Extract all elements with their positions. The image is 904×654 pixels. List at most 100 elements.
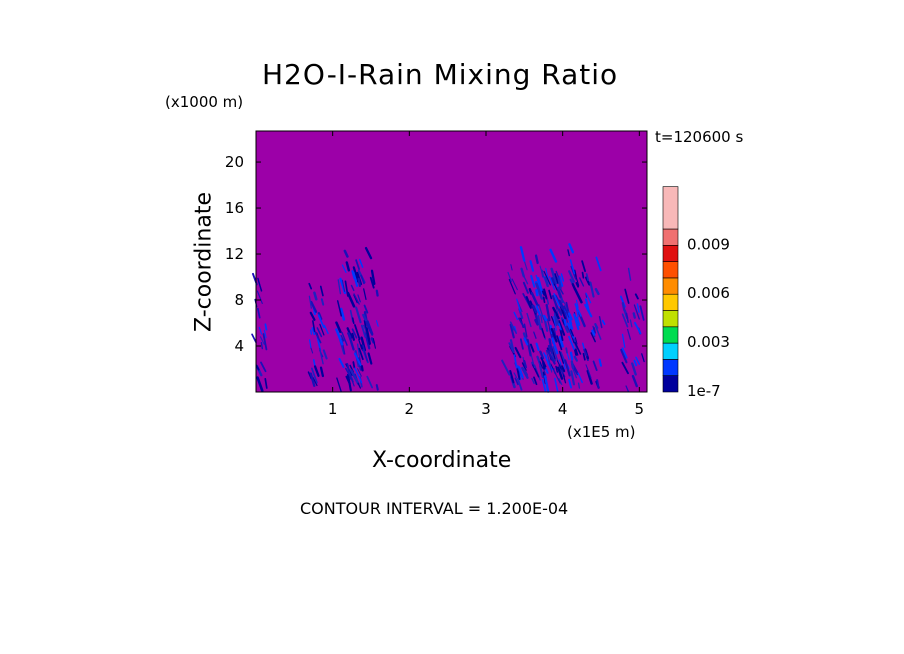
rain-streak xyxy=(575,282,580,288)
rain-streak xyxy=(548,289,553,300)
rain-streak xyxy=(309,372,316,387)
rain-streak xyxy=(336,377,342,392)
rain-streak xyxy=(514,377,519,386)
rain-streak xyxy=(563,305,570,318)
rain-streak xyxy=(519,338,524,350)
rain-streak xyxy=(349,369,360,386)
rain-streak xyxy=(531,304,538,314)
rain-streak xyxy=(516,377,523,391)
rain-streak xyxy=(626,328,632,340)
rain-streak xyxy=(568,335,575,350)
rain-streak xyxy=(521,362,527,371)
rain-streak xyxy=(633,321,642,335)
y-tick-label: 4 xyxy=(234,337,244,355)
rain-streak xyxy=(574,303,582,317)
rain-streak xyxy=(263,329,267,339)
rain-streak xyxy=(337,279,342,295)
rain-streak xyxy=(557,366,564,380)
rain-streak xyxy=(319,285,324,297)
rain-streak xyxy=(558,378,563,386)
rain-streak xyxy=(552,346,559,362)
rain-streak xyxy=(576,316,581,326)
rain-streak xyxy=(571,365,578,379)
rain-streak xyxy=(582,352,586,361)
x-tick-label: 2 xyxy=(405,400,415,418)
rain-streak xyxy=(594,324,602,340)
rain-streak xyxy=(625,312,629,323)
rain-streak xyxy=(575,299,579,309)
y-tick-label: 8 xyxy=(234,291,244,309)
rain-streak xyxy=(558,359,562,366)
rain-streak xyxy=(553,293,561,307)
rain-streak xyxy=(633,359,638,367)
x-axis-label: X-coordinate xyxy=(372,448,512,473)
rain-streak xyxy=(513,372,518,379)
rain-streak xyxy=(545,303,551,322)
rain-streak xyxy=(598,358,603,367)
colorbar-swatch xyxy=(662,277,679,295)
rain-streak xyxy=(310,329,313,335)
rain-streak xyxy=(584,303,593,318)
rain-streak xyxy=(340,334,345,342)
rain-streak xyxy=(530,291,539,307)
rain-streak xyxy=(575,276,580,286)
rain-streak xyxy=(633,304,640,320)
colorbar-swatch xyxy=(662,375,679,393)
rain-streak xyxy=(339,307,346,321)
rain-streak xyxy=(573,313,580,331)
rain-streak xyxy=(542,296,546,304)
rain-streak xyxy=(566,325,572,335)
rain-streak xyxy=(544,276,549,288)
rain-streak xyxy=(554,273,559,284)
colorbar-swatch xyxy=(662,326,679,344)
rain-streak xyxy=(596,379,600,389)
rain-streak xyxy=(557,308,563,315)
rain-streak xyxy=(621,361,629,375)
rain-streak xyxy=(352,361,356,369)
rain-streak xyxy=(526,312,532,328)
rain-streak xyxy=(550,277,556,286)
rain-streak xyxy=(264,323,268,331)
rain-streak xyxy=(569,351,574,361)
rain-streak xyxy=(537,277,543,292)
rain-streak xyxy=(319,323,325,336)
rain-streak xyxy=(375,289,379,297)
rain-streak xyxy=(573,269,577,278)
rain-streak xyxy=(313,291,318,301)
rain-streak xyxy=(573,348,578,356)
rain-streak xyxy=(620,348,628,364)
x-axis-unit: (x1E5 m) xyxy=(567,423,636,441)
rain-streak xyxy=(554,377,559,393)
rain-streak xyxy=(591,329,596,336)
rain-streak xyxy=(355,259,360,270)
rain-streak xyxy=(542,314,548,322)
rain-streak xyxy=(258,326,263,335)
rain-streak xyxy=(632,312,636,319)
chart-title: H2O-I-Rain Mixing Ratio xyxy=(262,58,619,91)
rain-streak xyxy=(317,314,325,329)
rain-streak xyxy=(558,275,564,287)
rain-streak xyxy=(569,328,574,337)
rain-streak xyxy=(525,296,532,309)
rain-streak xyxy=(636,303,640,313)
rain-streak xyxy=(360,364,364,372)
rain-streak xyxy=(312,376,318,387)
rain-streak xyxy=(535,342,540,351)
rain-streak xyxy=(369,276,375,289)
rain-streak xyxy=(559,328,564,342)
rain-streak xyxy=(540,357,547,368)
rain-streak xyxy=(531,377,535,384)
rain-streak xyxy=(557,290,562,299)
rain-streak xyxy=(355,306,362,324)
rain-streak xyxy=(501,359,511,376)
rain-streak xyxy=(621,301,626,312)
rain-streak xyxy=(320,298,325,306)
rain-streak xyxy=(548,359,553,373)
rain-streak xyxy=(360,274,365,285)
rain-streak xyxy=(335,321,342,334)
rain-streak xyxy=(562,358,566,370)
rain-streak xyxy=(510,264,513,271)
rain-streak xyxy=(641,353,645,363)
rain-streak xyxy=(546,298,550,305)
rain-streak xyxy=(541,379,547,392)
